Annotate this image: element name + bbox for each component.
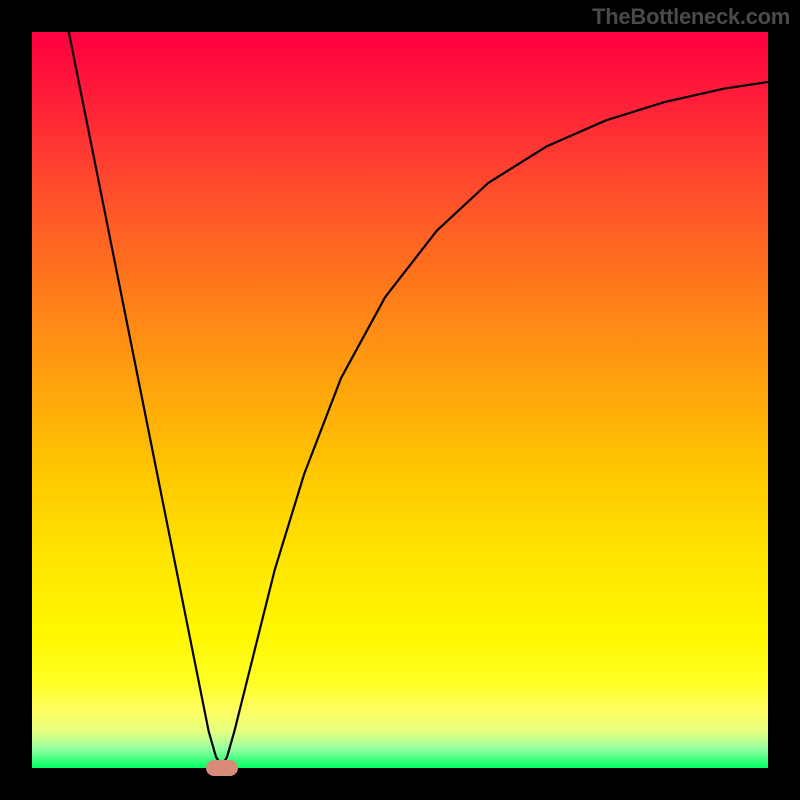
sweet-spot-marker (206, 760, 238, 776)
plot-area (32, 32, 768, 768)
watermark-text: TheBottleneck.com (592, 4, 790, 30)
bottleneck-curve (32, 32, 768, 768)
chart-container: TheBottleneck.com (0, 0, 800, 800)
